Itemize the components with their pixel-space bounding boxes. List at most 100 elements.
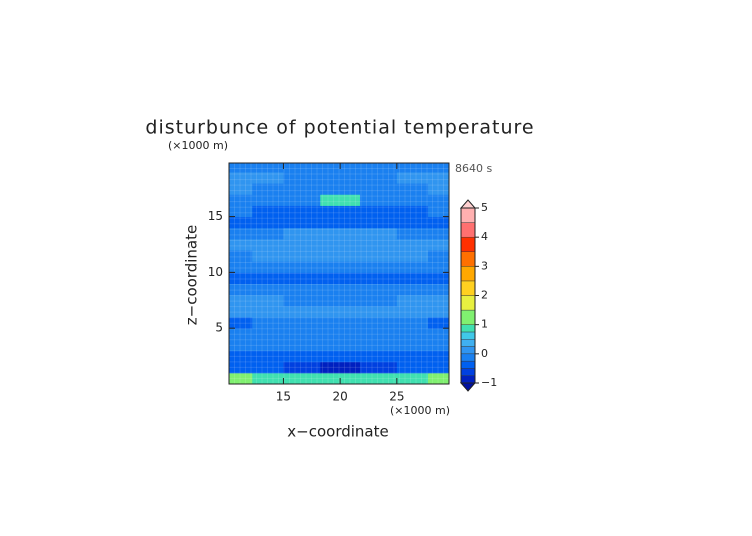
field-cell	[396, 317, 429, 329]
field-cell	[229, 317, 253, 329]
field-cell	[359, 227, 398, 240]
field-cell	[428, 305, 450, 318]
field-cell	[252, 227, 284, 240]
field-cell	[283, 194, 321, 206]
field-cell	[283, 272, 321, 285]
field-cell	[359, 205, 398, 218]
field-cell	[428, 328, 450, 340]
field-cell	[359, 372, 398, 385]
field-cell	[252, 163, 284, 173]
field-cell	[320, 194, 361, 206]
field-cell	[359, 171, 398, 184]
colorbar-under	[459, 382, 477, 392]
field-cell	[428, 238, 450, 251]
colorbar-band	[460, 375, 476, 384]
field-cell	[252, 361, 284, 374]
field-cell	[229, 171, 253, 184]
field-cell	[283, 317, 321, 329]
field-cell	[229, 261, 253, 273]
colorbar-tick-label: 1	[481, 318, 488, 331]
field-cell	[283, 283, 321, 296]
field-cell	[229, 339, 253, 352]
field-cell	[252, 339, 284, 352]
colorbar-band	[460, 280, 476, 296]
field-cell	[428, 294, 450, 307]
field-cell	[359, 305, 398, 318]
field-cell	[252, 261, 284, 273]
colorbar-band	[460, 360, 476, 369]
field-cell	[428, 183, 450, 195]
field-cell	[428, 339, 450, 352]
field-cell	[428, 361, 450, 374]
field-cell	[320, 350, 361, 363]
colorbar-tick-label: 4	[481, 230, 488, 243]
field-cell	[252, 250, 284, 262]
field-cell	[428, 216, 450, 229]
x-tick-label: 25	[389, 390, 404, 404]
field-cell	[320, 250, 361, 262]
field-cell	[396, 272, 429, 285]
field-cell	[396, 339, 429, 352]
field-cell	[320, 328, 361, 340]
colorbar-band	[460, 207, 476, 223]
field-cell	[396, 361, 429, 374]
x-unit: (×1000 m)	[390, 404, 450, 417]
y-tick-label: 5	[215, 321, 223, 335]
field-cell	[320, 339, 361, 352]
field-cell	[229, 272, 253, 285]
colorbar-band	[460, 266, 476, 282]
field-cell	[252, 305, 284, 318]
field-cell	[320, 272, 361, 285]
field-cell	[428, 272, 450, 285]
field-cell	[229, 163, 253, 173]
field-cell	[320, 171, 361, 184]
field-cell	[283, 250, 321, 262]
field-cell	[428, 163, 450, 173]
field-cell	[428, 283, 450, 296]
field-cell	[396, 238, 429, 251]
field-cell	[396, 372, 429, 385]
field-cell	[229, 238, 253, 251]
colorbar-band	[460, 353, 476, 362]
field-cell	[252, 216, 284, 229]
y-tick-label: 10	[208, 265, 223, 279]
field-cell	[283, 372, 321, 385]
field-cell	[359, 283, 398, 296]
field-cell	[320, 183, 361, 195]
field-cell	[359, 194, 398, 206]
field-cell	[283, 238, 321, 251]
field-cell	[283, 183, 321, 195]
field-cell	[320, 261, 361, 273]
field-cell	[252, 283, 284, 296]
colorbar-band	[460, 295, 476, 311]
field-cell	[229, 372, 253, 385]
time-label: 8640 s	[455, 162, 492, 175]
field-cell	[283, 216, 321, 229]
colorbar-tick-label: −1	[481, 376, 497, 389]
field-cell	[283, 294, 321, 307]
colorbar-band	[460, 339, 476, 347]
field-cell	[283, 163, 321, 173]
field-cell	[396, 294, 429, 307]
field-cell	[320, 317, 361, 329]
field-cell	[229, 227, 253, 240]
field-cell	[252, 372, 284, 385]
field-cell	[229, 350, 253, 363]
field-cell	[428, 350, 450, 363]
field-cell	[396, 227, 429, 240]
field-cell	[252, 238, 284, 251]
field-cell	[359, 317, 398, 329]
field-cell	[396, 328, 429, 340]
field-cell	[359, 350, 398, 363]
field-cell	[283, 350, 321, 363]
colorbar-band	[460, 236, 476, 252]
field-cell	[229, 305, 253, 318]
field-cell	[359, 183, 398, 195]
field-cell	[428, 317, 450, 329]
field-cell	[428, 227, 450, 240]
field-cell	[359, 163, 398, 173]
field-cell	[229, 361, 253, 374]
colorbar-tick-label: 5	[481, 201, 488, 214]
y-axis-label: z−coordinate	[183, 225, 201, 325]
